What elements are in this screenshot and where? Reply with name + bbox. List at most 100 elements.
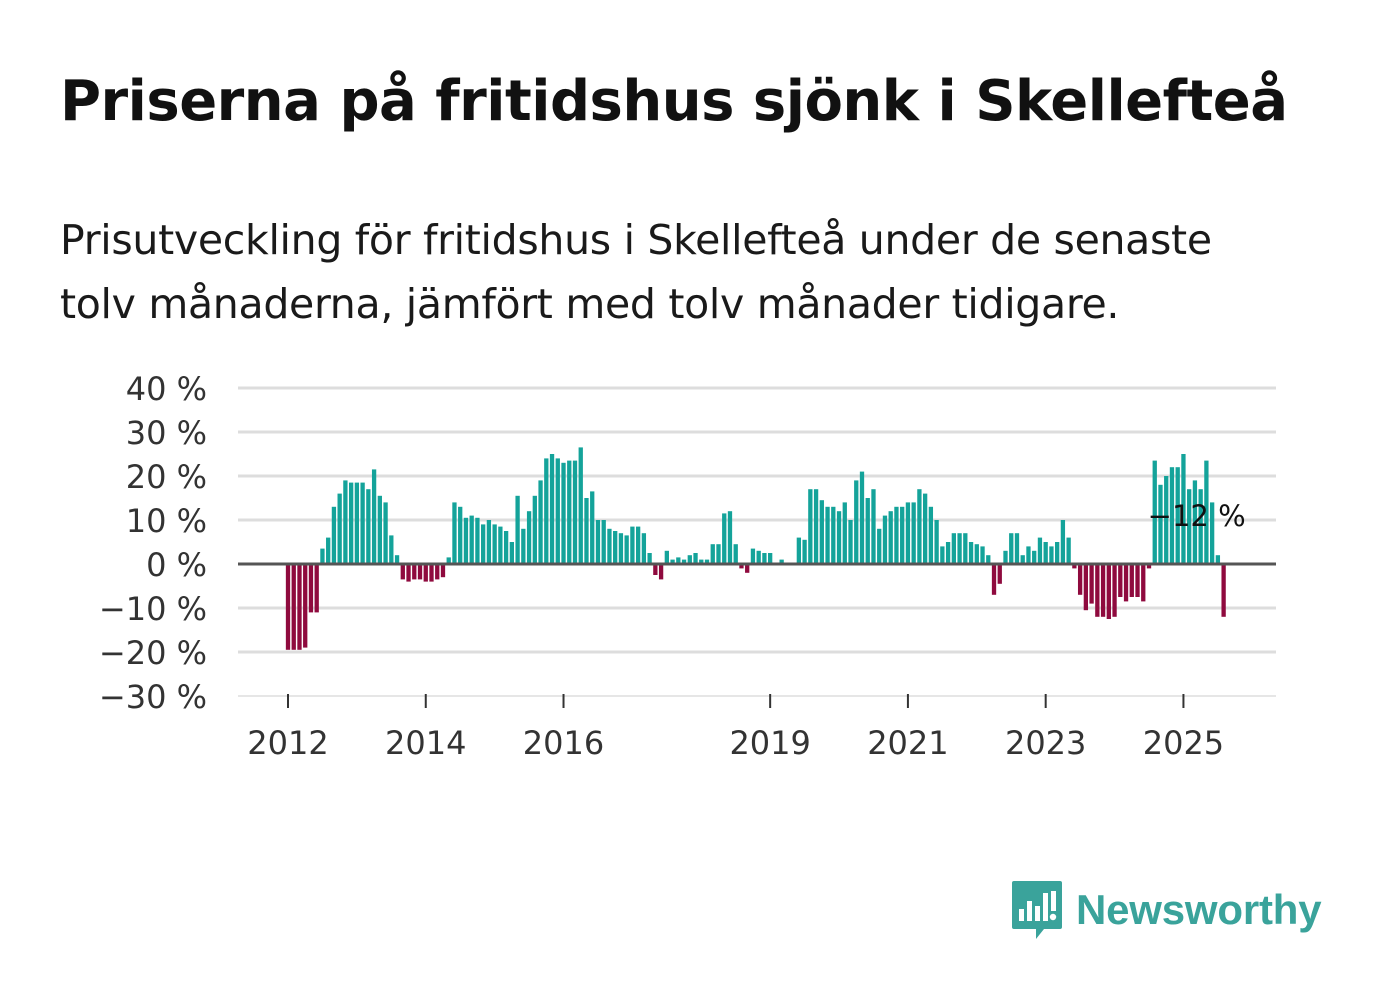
y-tick-label: 20 % — [126, 458, 207, 496]
y-tick-label: 30 % — [126, 414, 207, 452]
bar — [1146, 564, 1152, 569]
bar — [1089, 564, 1094, 604]
bar — [1026, 546, 1031, 564]
bar — [1060, 520, 1066, 564]
bar — [544, 458, 549, 564]
bar — [756, 550, 761, 564]
x-tick-label: 2025 — [1143, 724, 1224, 762]
bar — [366, 489, 371, 564]
y-tick-label: 10 % — [126, 502, 207, 540]
bar — [888, 511, 893, 564]
bar — [469, 515, 474, 564]
bar — [377, 495, 382, 564]
bar — [871, 489, 876, 564]
bar — [389, 535, 394, 564]
bar — [1169, 467, 1175, 564]
bar — [836, 511, 842, 564]
bar — [1209, 502, 1215, 564]
bar — [463, 517, 469, 564]
bar — [601, 520, 606, 564]
bar — [934, 520, 939, 564]
bar — [320, 548, 325, 564]
bar — [635, 526, 641, 564]
bar — [492, 524, 497, 564]
bar — [486, 520, 492, 564]
bar — [653, 564, 658, 575]
bar — [503, 531, 509, 564]
bar — [1175, 467, 1180, 564]
x-tick-label: 2021 — [867, 724, 948, 762]
last-value-annotation: −12 % — [1148, 499, 1246, 533]
bar — [1049, 546, 1054, 564]
bar — [670, 559, 675, 564]
bar — [509, 542, 515, 564]
bar — [538, 480, 543, 564]
bar — [641, 533, 647, 564]
bar — [750, 548, 756, 564]
y-tick-label: 40 % — [126, 370, 207, 408]
bar — [1118, 564, 1123, 597]
bar — [423, 564, 428, 582]
bar — [917, 489, 922, 564]
bar — [911, 502, 916, 564]
bar — [1112, 564, 1117, 617]
bar — [549, 454, 555, 564]
bar — [394, 555, 400, 564]
bar — [1129, 564, 1134, 597]
bar — [1100, 564, 1106, 617]
x-tick-label: 2023 — [1005, 724, 1086, 762]
y-tick-label: −20 % — [99, 634, 207, 672]
bar — [412, 564, 417, 580]
bar — [578, 447, 583, 564]
bar — [727, 511, 733, 564]
x-tick-label: 2016 — [523, 724, 604, 762]
y-tick-label: −30 % — [99, 678, 207, 716]
bar — [894, 506, 899, 564]
bar — [1141, 564, 1146, 602]
bar — [1123, 564, 1129, 602]
bar — [877, 528, 882, 564]
bar — [446, 557, 451, 564]
bar — [819, 500, 824, 564]
bar — [1181, 454, 1186, 564]
bar — [1072, 564, 1077, 569]
bar — [1215, 555, 1221, 564]
bar — [337, 493, 342, 564]
bar — [968, 542, 974, 564]
bar — [980, 546, 985, 564]
bar — [951, 533, 956, 564]
bar — [481, 524, 486, 564]
bar — [348, 482, 354, 564]
x-tick-label: 2014 — [385, 724, 466, 762]
y-tick-label: 0 % — [146, 546, 207, 584]
bar — [572, 460, 578, 564]
bar — [1221, 564, 1226, 617]
bar — [687, 555, 692, 564]
bar — [326, 537, 331, 564]
bar — [974, 544, 979, 564]
bar — [440, 564, 446, 578]
chart-title: Priserna på fritidshus sjönk i Skellefte… — [60, 69, 1288, 134]
bar — [314, 564, 319, 613]
bar — [1014, 533, 1020, 564]
bar — [928, 506, 934, 564]
bar — [561, 462, 566, 564]
bar — [813, 489, 819, 564]
bar — [1164, 476, 1169, 564]
bar — [521, 528, 526, 564]
bar — [957, 533, 962, 564]
bar — [618, 533, 624, 564]
bar — [435, 564, 440, 580]
bar — [848, 520, 853, 564]
bar — [624, 535, 629, 564]
bar — [1009, 533, 1014, 564]
bar — [905, 502, 911, 564]
bar — [1192, 480, 1198, 564]
bar — [647, 553, 652, 564]
x-tick-label: 2019 — [729, 724, 810, 762]
bar — [354, 482, 360, 564]
bar — [716, 544, 721, 564]
bar — [664, 550, 669, 564]
bar — [417, 564, 423, 580]
